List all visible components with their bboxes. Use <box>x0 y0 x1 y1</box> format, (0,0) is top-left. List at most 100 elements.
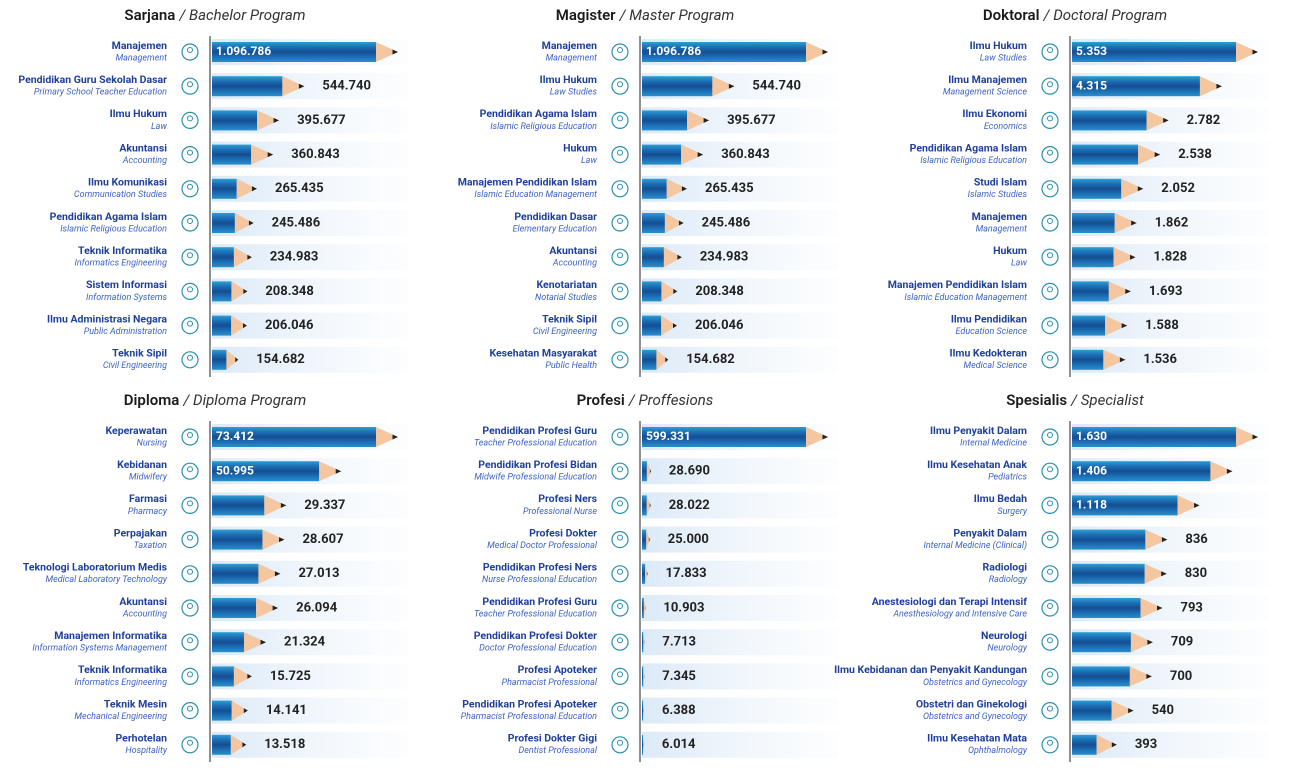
icon-dot <box>1048 467 1053 472</box>
category-label: Pendidikan Dasar <box>514 210 597 223</box>
bar <box>212 76 282 96</box>
category-sublabel: Communication Studies <box>74 190 168 200</box>
category-sublabel: Obstetrics and Gynecology <box>923 712 1028 722</box>
category-label: Obstetri dan Ginekologi <box>916 697 1027 710</box>
icon-dot <box>188 219 193 224</box>
category-label: Ilmu Administrasi Negara <box>47 312 167 325</box>
panel-title: Doktoral/ Doctoral Program <box>983 6 1167 24</box>
panel: Magister/ Master ProgramManajemenManagem… <box>458 6 838 377</box>
bar <box>642 701 643 721</box>
subtitle: / Proffesions <box>628 391 714 409</box>
bar <box>212 350 226 370</box>
bar <box>212 213 235 233</box>
icon-dot <box>618 116 623 121</box>
category-sublabel: Nursing <box>137 438 167 448</box>
value-label: 28.022 <box>669 498 710 513</box>
category-label: Keperawatan <box>106 424 168 437</box>
category-sublabel: Islamic Education Management <box>904 293 1027 303</box>
bar <box>212 281 231 301</box>
category-sublabel: Medical Science <box>964 361 1028 371</box>
category-sublabel: Mechanical Engineering <box>74 712 167 722</box>
icon-dot <box>618 467 623 472</box>
icon-dot <box>188 150 193 155</box>
icon-dot <box>1048 321 1053 326</box>
bar <box>642 316 661 336</box>
panel-title: Diploma/ Diploma Program <box>124 391 306 409</box>
category-sublabel: Economics <box>984 122 1028 132</box>
icon-dot <box>1048 150 1053 155</box>
category-label: Kesehatan Masyarakat <box>489 347 597 360</box>
value-label: 154.682 <box>686 352 735 367</box>
icon-dot <box>188 253 193 258</box>
icon-dot <box>1048 672 1053 677</box>
category-sublabel: Accounting <box>122 609 167 619</box>
category-label: Ilmu Hukum <box>110 107 167 120</box>
value-label: 234.983 <box>270 250 319 265</box>
panel-title: Sarjana/ Bachelor Program <box>124 6 305 24</box>
value-label: 13.518 <box>264 737 305 752</box>
value-label: 395.677 <box>727 113 776 128</box>
icon-dot <box>618 82 623 87</box>
panel-title: Profesi/ Proffesions <box>577 391 714 409</box>
subtitle: / Specialist <box>1070 391 1144 409</box>
value-label: 1.118 <box>1076 498 1107 512</box>
title: Spesialis <box>1006 391 1067 409</box>
value-label: 154.682 <box>256 352 305 367</box>
value-label: 10.903 <box>663 600 704 615</box>
category-label: Penyakit Dalam <box>953 526 1027 539</box>
icon-dot <box>1048 569 1053 574</box>
icon-dot <box>1048 287 1053 292</box>
category-label: Ilmu Ekonomi <box>962 107 1027 120</box>
category-sublabel: Pharmacy <box>128 507 168 517</box>
bar <box>212 247 234 267</box>
category-label: Radiologi <box>983 561 1028 574</box>
icon-dot <box>1048 253 1053 258</box>
icon-dot <box>618 535 623 540</box>
category-sublabel: Information Systems Management <box>32 644 167 654</box>
category-label: Profesi Ners <box>538 492 597 505</box>
icon-dot <box>188 82 193 87</box>
category-label: Pendidikan Profesi Guru <box>482 424 597 437</box>
category-label: Sistem Informasi <box>86 278 167 291</box>
category-sublabel: Notarial Studies <box>535 293 598 303</box>
bar <box>212 110 257 130</box>
bar <box>1072 666 1130 686</box>
category-sublabel: Nurse Professional Education <box>482 575 597 585</box>
category-sublabel: Dentist Professional <box>519 746 598 756</box>
value-label: 25.000 <box>668 532 709 547</box>
value-label: 393 <box>1135 737 1157 752</box>
value-label: 544.740 <box>752 79 801 94</box>
icon-dot <box>1048 604 1053 609</box>
title: Sarjana <box>124 6 175 24</box>
category-sublabel: Education Science <box>956 327 1028 337</box>
category-sublabel: Management <box>976 224 1028 234</box>
icon-dot <box>618 355 623 360</box>
icon-dot <box>618 184 623 189</box>
category-sublabel: Elementary Education <box>512 224 597 234</box>
value-label: 208.348 <box>695 284 744 299</box>
value-label: 7.713 <box>662 635 696 650</box>
category-label: Profesi Dokter Gigi <box>508 732 597 745</box>
bar <box>1072 247 1114 267</box>
value-label: 1.406 <box>1076 463 1107 477</box>
value-label: 28.690 <box>669 464 710 479</box>
category-sublabel: Law <box>1011 259 1027 269</box>
category-label: Manajemen <box>972 210 1027 223</box>
value-label: 1.693 <box>1149 284 1183 299</box>
value-label: 700 <box>1170 669 1192 684</box>
icon-dot <box>188 569 193 574</box>
bar <box>642 247 664 267</box>
value-label: 395.677 <box>297 113 346 128</box>
value-label: 836 <box>1185 532 1208 547</box>
icon-dot <box>1048 740 1053 745</box>
category-label: Hukum <box>563 141 597 154</box>
category-label: Teknik Mesin <box>104 697 167 710</box>
bar <box>642 735 643 755</box>
category-sublabel: Internal Medicine <box>960 438 1027 448</box>
bar <box>212 530 262 550</box>
category-label: Manajemen Pendidikan Islam <box>888 278 1027 291</box>
bar <box>212 145 251 165</box>
icon-dot <box>1048 638 1053 643</box>
icon-dot <box>618 706 623 711</box>
value-label: 540 <box>1152 703 1174 718</box>
